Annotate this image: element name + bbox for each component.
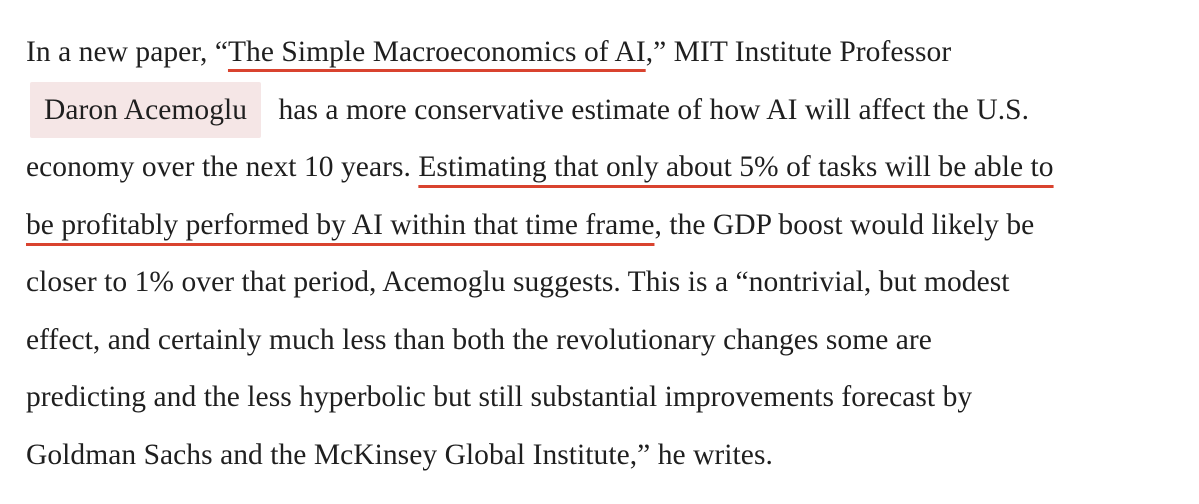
line-2-text: has a more conservative estimate of how …: [278, 93, 1030, 126]
highlighted-quote-link-part-2[interactable]: be profitably performed by AI within tha…: [26, 208, 655, 241]
highlighted-quote-link-part-1[interactable]: Estimating that only about 5% of tasks w…: [418, 151, 1054, 183]
paragraph-line-1: In a new paper, “The Simple Macroeconomi…: [26, 24, 1176, 82]
paragraph-line-6: effect, and certainly much less than bot…: [26, 323, 932, 356]
article-paragraph: In a new paper, “The Simple Macroeconomi…: [26, 24, 1176, 484]
paragraph-line-8: Goldman Sachs and the McKinsey Global In…: [26, 438, 773, 471]
line-3-prefix-text: economy over the next 10 years.: [26, 151, 419, 183]
paragraph-line-4: be profitably performed by AI within tha…: [26, 197, 1176, 255]
line-1-prefix-text: In a new paper, “: [26, 36, 228, 68]
paragraph-line-7: predicting and the less hyperbolic but s…: [26, 381, 973, 413]
author-tag-chip[interactable]: Daron Acemoglu: [30, 81, 262, 138]
line-1-suffix-text: ,” MIT Institute Professor: [645, 36, 952, 68]
paragraph-line-2: Daron Acemoglu has a more conservative e…: [30, 81, 1176, 140]
paragraph-line-5: closer to 1% over that period, Acemoglu …: [26, 266, 1010, 298]
line-4-suffix-text: , the GDP boost would likely be: [654, 208, 1035, 241]
paper-title-link[interactable]: The Simple Macroeconomics of AI: [227, 36, 646, 68]
paragraph-line-3: economy over the next 10 years. Estimati…: [26, 139, 1176, 197]
